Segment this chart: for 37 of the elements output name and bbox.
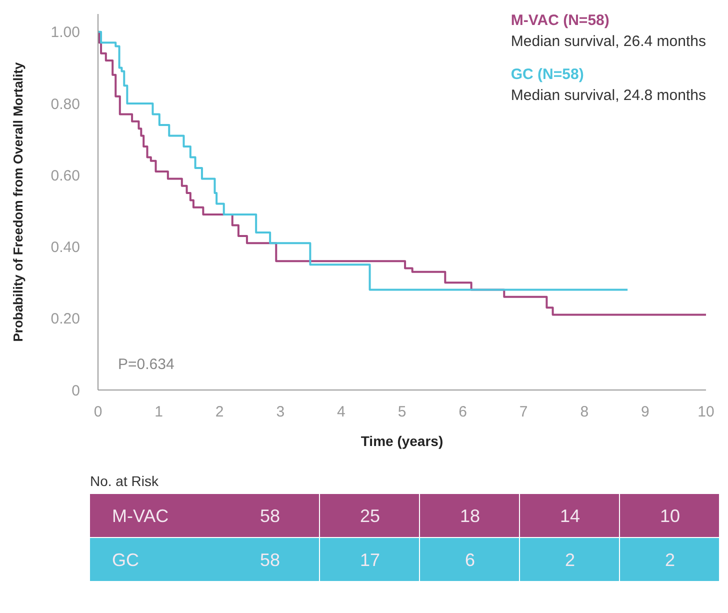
x-tick-label: 3 xyxy=(276,404,285,421)
x-tick-label: 8 xyxy=(580,404,589,421)
y-tick-label: 0.80 xyxy=(50,96,80,113)
data-label: 58 xyxy=(260,550,280,570)
y-tick-label: 1.00 xyxy=(50,24,80,42)
y-tick-label: M-VAC xyxy=(112,506,169,526)
y-tick-label: GC xyxy=(112,550,139,570)
text: GC (N=58) xyxy=(510,65,585,85)
x-tick-label: 2 xyxy=(215,404,224,421)
data-label: 17 xyxy=(360,550,380,570)
data-label: 6 xyxy=(464,550,476,570)
y-tick-label: 0.20 xyxy=(50,310,80,328)
data-label: 10 xyxy=(660,506,680,526)
data-label: 25 xyxy=(360,506,380,526)
chart-title: No. at Risk xyxy=(90,473,160,489)
annotation: Median survival, 24.8 months xyxy=(510,86,706,106)
x-tick-label: 7 xyxy=(519,404,528,421)
x-axis-title: Time (years) xyxy=(360,433,444,449)
data-label: 2 xyxy=(664,550,676,570)
x-tick-label: 0 xyxy=(94,404,102,421)
y-axis-title: Probability of Freedom from Overall Mortality xyxy=(10,61,26,342)
x-tick-label: 9 xyxy=(641,404,650,421)
data-label: 58 xyxy=(260,506,280,526)
data-label: 2 xyxy=(564,550,576,570)
data-label: 18 xyxy=(460,506,480,526)
text: M-VAC (N=58) xyxy=(510,11,610,31)
annotation: P=0.634 xyxy=(118,356,174,373)
x-tick-label: 1 xyxy=(154,404,163,421)
annotation: Median survival, 26.4 months xyxy=(510,32,706,52)
x-tick-label: 10 xyxy=(698,404,714,421)
x-tick-label: 5 xyxy=(398,404,406,421)
y-tick-label: 0 xyxy=(72,382,80,400)
x-tick-label: 4 xyxy=(337,404,346,421)
y-tick-label: 0.40 xyxy=(50,239,80,256)
data-label: 14 xyxy=(560,506,580,526)
x-tick-label: 6 xyxy=(458,404,467,421)
y-tick-label: 0.60 xyxy=(50,167,80,184)
